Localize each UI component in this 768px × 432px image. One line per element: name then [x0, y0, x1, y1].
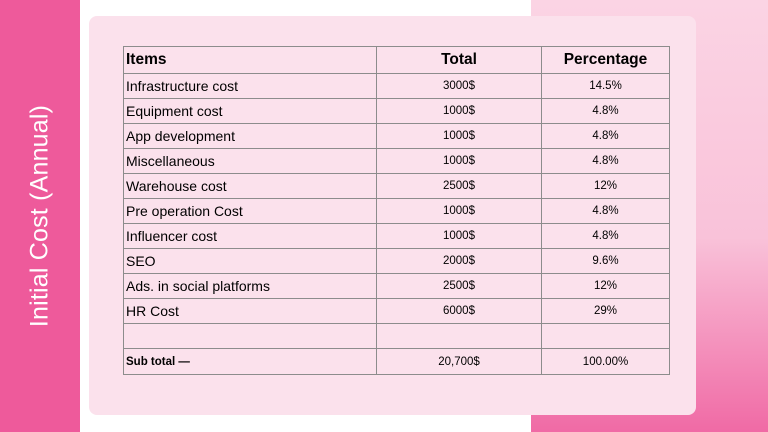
item-cell: HR Cost: [123, 298, 377, 324]
column-header-percentage: Percentage: [541, 46, 670, 74]
total-cell: 3000$: [376, 73, 542, 99]
total-cell: 2500$: [376, 273, 542, 299]
table-row: Infrastructure cost 3000$ 14.5%: [123, 73, 670, 99]
subtotal-label: Sub total —: [123, 348, 377, 375]
total-cell: 2500$: [376, 173, 542, 199]
total-cell: 1000$: [376, 223, 542, 249]
percentage-cell: 12%: [541, 173, 670, 199]
empty-cell: [123, 323, 377, 349]
left-accent-bar: [0, 0, 80, 432]
total-cell: 2000$: [376, 248, 542, 274]
percentage-cell: 4.8%: [541, 223, 670, 249]
item-cell: Pre operation Cost: [123, 198, 377, 224]
table-row: HR Cost 6000$ 29%: [123, 298, 670, 324]
total-cell: 1000$: [376, 198, 542, 224]
table-row: Equipment cost 1000$ 4.8%: [123, 98, 670, 124]
item-cell: Miscellaneous: [123, 148, 377, 174]
item-cell: Equipment cost: [123, 98, 377, 124]
total-cell: 1000$: [376, 123, 542, 149]
item-cell: Warehouse cost: [123, 173, 377, 199]
subtotal-row: Sub total — 20,700$ 100.00%: [123, 348, 670, 375]
percentage-cell: 4.8%: [541, 123, 670, 149]
percentage-cell: 14.5%: [541, 73, 670, 99]
percentage-cell: 29%: [541, 298, 670, 324]
total-cell: 6000$: [376, 298, 542, 324]
percentage-cell: 12%: [541, 273, 670, 299]
table-row: Miscellaneous 1000$ 4.8%: [123, 148, 670, 174]
table-header-row: Items Total Percentage: [123, 46, 670, 74]
item-cell: Influencer cost: [123, 223, 377, 249]
item-cell: SEO: [123, 248, 377, 274]
total-cell: 1000$: [376, 98, 542, 124]
percentage-cell: 4.8%: [541, 198, 670, 224]
empty-cell: [376, 323, 542, 349]
page-title: Initial Cost (Annual): [25, 104, 54, 328]
item-cell: Infrastructure cost: [123, 73, 377, 99]
subtotal-total: 20,700$: [376, 348, 542, 375]
total-cell: 1000$: [376, 148, 542, 174]
table-row: App development 1000$ 4.8%: [123, 123, 670, 149]
item-cell: App development: [123, 123, 377, 149]
percentage-cell: 9.6%: [541, 248, 670, 274]
column-header-total: Total: [376, 46, 542, 74]
column-header-items: Items: [123, 46, 377, 74]
table-row: Pre operation Cost 1000$ 4.8%: [123, 198, 670, 224]
table-row: Ads. in social platforms 2500$ 12%: [123, 273, 670, 299]
table-row: Warehouse cost 2500$ 12%: [123, 173, 670, 199]
table-row: Influencer cost 1000$ 4.8%: [123, 223, 670, 249]
cost-table: Items Total Percentage Infrastructure co…: [123, 46, 670, 375]
empty-cell: [541, 323, 670, 349]
percentage-cell: 4.8%: [541, 98, 670, 124]
subtotal-percentage: 100.00%: [541, 348, 670, 375]
empty-row: [123, 323, 670, 349]
table-row: SEO 2000$ 9.6%: [123, 248, 670, 274]
percentage-cell: 4.8%: [541, 148, 670, 174]
item-cell: Ads. in social platforms: [123, 273, 377, 299]
